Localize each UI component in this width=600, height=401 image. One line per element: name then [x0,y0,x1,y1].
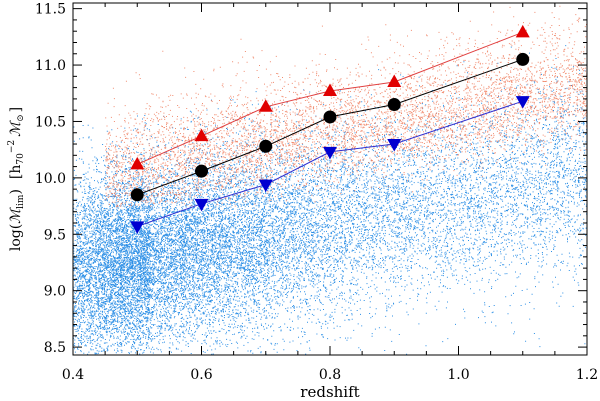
marker-lower [323,146,337,160]
marker-lower [258,179,273,193]
marker-upper [515,24,530,38]
marker-upper [258,99,273,112]
series-lower [130,96,530,234]
series-layer [130,24,530,234]
series-median [130,52,530,202]
x-tick-label: 0.8 [319,367,341,383]
scatter-cloud-red [105,3,587,208]
marker-lower [130,221,145,234]
scatter-points-blue [73,45,587,355]
marker-upper [323,83,337,96]
marker-upper [194,128,209,142]
series-line-upper [137,31,523,165]
x-tick-label: 1.0 [447,367,469,383]
scatter-points-red [105,3,587,208]
marker-median [259,139,273,153]
marker-lower [515,96,530,109]
y-tick-label: 9.0 [44,284,66,300]
y-axis-label: log(ℳlim)[h70−2ℳ⊙] [7,107,26,251]
marker-median [387,98,401,112]
scatter-cloud-blue [73,45,587,355]
marker-median [516,52,530,66]
marker-lower [387,139,402,152]
marker-median [130,188,144,202]
marker-upper [130,156,145,170]
x-axis-label: redshift [300,383,359,401]
marker-median [195,164,208,178]
y-tick-label: 10.5 [35,114,66,130]
y-tick-label: 9.5 [44,227,66,243]
y-tick-label: 11.5 [35,2,66,18]
y-tick-label: 10.0 [35,171,66,187]
marker-lower [194,198,209,212]
y-tick-label: 11.0 [35,58,66,74]
x-tick-label: 1.2 [576,367,598,383]
x-tick-label: 0.6 [190,367,212,383]
y-tick-label: 8.5 [44,340,66,356]
series-upper [130,24,530,170]
series-line-lower [137,100,523,227]
marker-median [323,110,337,124]
x-tick-label: 0.4 [62,367,84,383]
marker-upper [387,74,402,87]
tick-labels: 0.4 0.6 0.8 1.0 1.2 8.5 9.0 9.5 10.0 10.5 11.0 11.5 [35,2,598,383]
series-line-median [137,58,523,196]
tick-marks [72,3,588,355]
